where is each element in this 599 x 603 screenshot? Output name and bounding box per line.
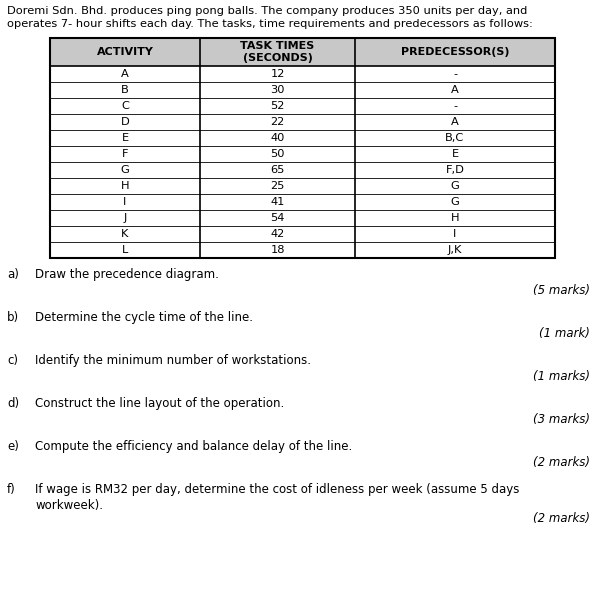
Text: D: D [120,117,129,127]
Text: f): f) [7,483,16,496]
Text: 18: 18 [270,245,285,255]
Text: A: A [451,85,459,95]
Bar [200,38,355,66]
Text: (2 marks): (2 marks) [533,512,590,525]
Text: If wage is RM32 per day, determine the cost of idleness per week (assume 5 days
: If wage is RM32 per day, determine the c… [35,483,519,513]
Text: G: G [450,181,459,191]
Text: 65: 65 [270,165,285,175]
Text: (2 marks): (2 marks) [533,456,590,469]
Text: (1 marks): (1 marks) [533,370,590,383]
Text: Doremi Sdn. Bhd. produces ping pong balls. The company produces 350 units per da: Doremi Sdn. Bhd. produces ping pong ball… [7,6,527,16]
Text: E: E [452,149,459,159]
Text: ACTIVITY: ACTIVITY [96,47,153,57]
Text: F,D: F,D [446,165,464,175]
Text: A: A [451,117,459,127]
Text: H: H [450,213,459,223]
Text: a): a) [7,268,19,281]
Text: B: B [121,85,129,95]
Text: Construct the line layout of the operation.: Construct the line layout of the operati… [35,397,285,410]
Text: b): b) [7,311,19,324]
Text: Determine the cycle time of the line.: Determine the cycle time of the line. [35,311,253,324]
Text: Compute the efficiency and balance delay of the line.: Compute the efficiency and balance delay… [35,440,352,453]
Bar [50,38,555,258]
Bar [355,38,555,66]
Text: 54: 54 [270,213,285,223]
Text: L: L [122,245,128,255]
Text: TASK TIMES
(SECONDS): TASK TIMES (SECONDS) [240,41,314,63]
Text: 25: 25 [270,181,285,191]
Text: C: C [121,101,129,111]
Text: 41: 41 [270,197,285,207]
Text: PREDECESSOR(S): PREDECESSOR(S) [401,47,509,57]
Text: (3 marks): (3 marks) [533,413,590,426]
Text: d): d) [7,397,19,410]
Text: -: - [453,101,457,111]
Text: (5 marks): (5 marks) [533,284,590,297]
Text: c): c) [7,354,18,367]
Text: 12: 12 [270,69,285,79]
Text: 22: 22 [270,117,285,127]
Text: 52: 52 [270,101,285,111]
Text: 40: 40 [270,133,285,143]
Text: operates 7- hour shifts each day. The tasks, time requirements and predecessors : operates 7- hour shifts each day. The ta… [7,19,533,29]
Text: -: - [453,69,457,79]
Text: J,K: J,K [448,245,462,255]
Text: 50: 50 [270,149,285,159]
Text: e): e) [7,440,19,453]
Text: 42: 42 [270,229,285,239]
Text: B,C: B,C [446,133,465,143]
Text: J: J [123,213,126,223]
Text: F: F [122,149,128,159]
Text: I: I [453,229,456,239]
Text: G: G [120,165,129,175]
Text: A: A [121,69,129,79]
Bar [50,38,200,66]
Text: H: H [120,181,129,191]
Text: G: G [450,197,459,207]
Text: I: I [123,197,126,207]
Text: E: E [122,133,129,143]
Text: K: K [122,229,129,239]
Text: Draw the precedence diagram.: Draw the precedence diagram. [35,268,219,281]
Text: Identify the minimum number of workstations.: Identify the minimum number of workstati… [35,354,311,367]
Text: 30: 30 [270,85,285,95]
Text: (1 mark): (1 mark) [539,327,590,340]
